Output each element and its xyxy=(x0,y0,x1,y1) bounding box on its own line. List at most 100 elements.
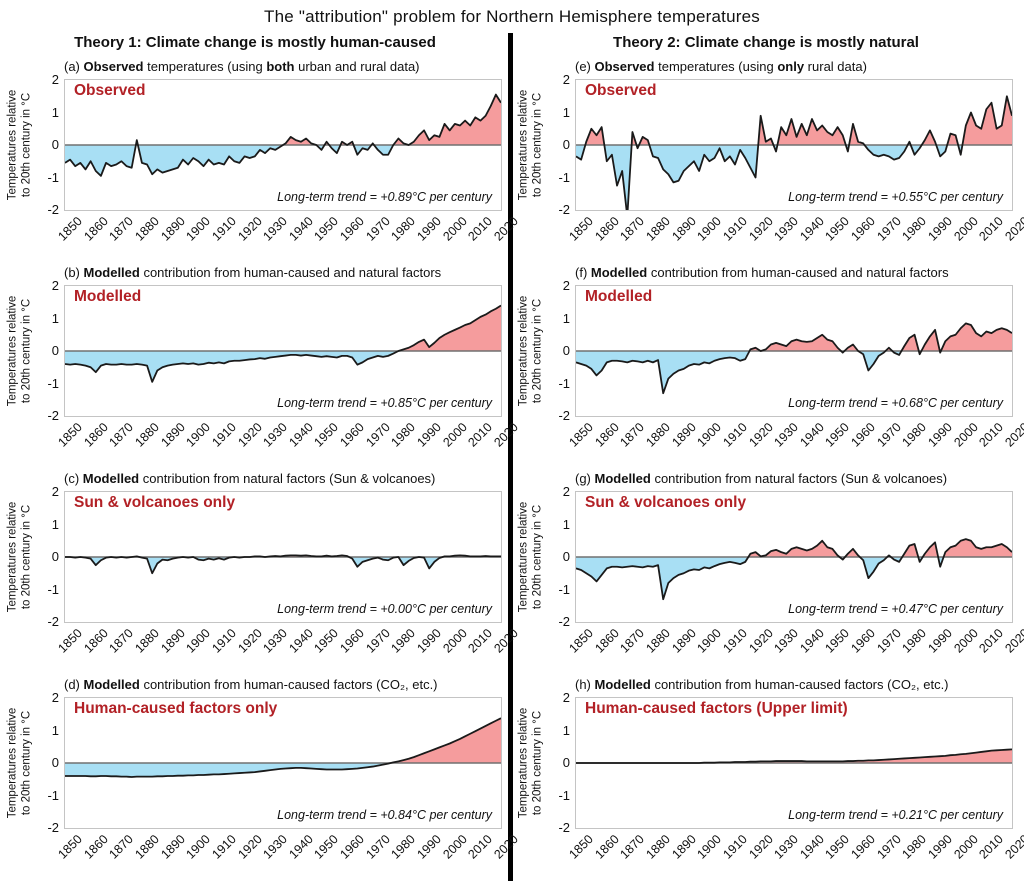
x-tick: 1880 xyxy=(643,626,673,656)
temperature-anomaly-chart xyxy=(64,79,502,211)
x-tick: 1990 xyxy=(414,832,444,862)
x-tick: 1960 xyxy=(337,214,368,244)
caption-text: contribution from natural factors (Sun &… xyxy=(139,471,436,486)
x-tick: 1850 xyxy=(55,214,85,244)
y-tick-labels: 2 1 0 -1 -2 xyxy=(549,72,575,217)
y-tick: -1 xyxy=(47,375,59,391)
y-tick: 0 xyxy=(51,137,59,152)
x-tick: 1930 xyxy=(260,626,291,656)
chart-plot-area: Observed Long-term trend = +0.55°C per c… xyxy=(575,79,1013,211)
trend-label: Long-term trend = +0.85°C per century xyxy=(277,396,492,410)
y-tick: 2 xyxy=(51,690,59,705)
x-tick: 1920 xyxy=(234,420,265,450)
x-tick: 1930 xyxy=(771,214,802,244)
caption-text: urban and rural data) xyxy=(294,59,420,74)
x-tick: 1860 xyxy=(591,626,622,656)
x-tick: 1960 xyxy=(848,626,879,656)
chart-plot-area: Observed Long-term trend = +0.89°C per c… xyxy=(64,79,502,211)
x-tick: 1890 xyxy=(157,832,188,862)
x-tick: 1890 xyxy=(668,832,699,862)
column-theory1: Theory 1: Climate change is mostly human… xyxy=(2,33,521,881)
x-tick: 1920 xyxy=(745,626,776,656)
caption-text: temperatures (using xyxy=(143,59,267,74)
caption-text: Modelled xyxy=(590,265,648,280)
caption-text: contribution from human-caused factors (… xyxy=(139,677,438,692)
y-tick: 0 xyxy=(562,343,570,358)
panel-f: (f) Modelled contribution from human-cau… xyxy=(513,263,1024,469)
columns-container: Theory 1: Climate change is mostly human… xyxy=(2,33,1024,881)
panel-g: (g) Modelled contribution from natural f… xyxy=(513,469,1024,675)
y-tick-labels: 2 1 0 -1 -2 xyxy=(38,484,64,629)
y-tick: 2 xyxy=(562,484,570,499)
x-tick: 1980 xyxy=(899,420,930,450)
y-tick: 2 xyxy=(51,72,59,87)
y-tick: -2 xyxy=(558,408,570,423)
x-tick: 1980 xyxy=(388,214,419,244)
panel-e: (e) Observed temperatures (using only ru… xyxy=(513,57,1024,263)
x-tick: 1960 xyxy=(337,626,368,656)
x-tick: 1950 xyxy=(822,420,853,450)
y-tick: 0 xyxy=(51,549,59,564)
temperature-anomaly-chart xyxy=(575,79,1013,211)
x-tick: 1910 xyxy=(720,832,750,862)
x-tick: 1870 xyxy=(617,626,648,656)
x-tick: 1980 xyxy=(899,832,930,862)
caption-text: (e) xyxy=(575,59,595,74)
x-tick: 1880 xyxy=(643,832,673,862)
caption-text: Observed xyxy=(83,59,144,74)
x-tick: 1990 xyxy=(925,420,955,450)
x-tick: 1990 xyxy=(925,214,955,244)
temperature-anomaly-chart xyxy=(64,697,502,829)
caption-text: Modelled xyxy=(82,471,140,486)
x-tick: 1950 xyxy=(311,832,342,862)
x-tick: 1900 xyxy=(183,832,214,862)
x-tick-labels: 1850 1860 1870 1880 1890 1900 1910 1920 1930 1940… xyxy=(55,417,521,469)
x-tick: 1980 xyxy=(899,626,930,656)
x-tick: 1990 xyxy=(414,626,444,656)
caption-text: (h) xyxy=(575,677,595,692)
x-tick: 1950 xyxy=(311,214,342,244)
x-tick: 1880 xyxy=(643,214,673,244)
panel-caption: (c) Modelled contribution from natural f… xyxy=(64,469,502,491)
x-tick: 1900 xyxy=(183,420,214,450)
x-tick: 1940 xyxy=(286,626,316,656)
y-tick: 1 xyxy=(51,310,59,326)
x-tick: 1930 xyxy=(260,420,291,450)
x-tick: 1870 xyxy=(106,214,137,244)
y-axis-label: Temperatures relative to 20th century in … xyxy=(6,501,33,613)
y-axis-label: Temperatures relative to 20th century in … xyxy=(6,295,33,407)
series-label: Human-caused factors (Upper limit) xyxy=(585,700,848,717)
x-tick: 2000 xyxy=(951,626,981,656)
x-tick: 1960 xyxy=(848,420,879,450)
y-tick: 0 xyxy=(51,343,59,358)
y-tick: -2 xyxy=(558,202,570,217)
caption-text: only xyxy=(777,59,805,74)
x-tick: 1950 xyxy=(822,832,853,862)
x-tick: 1920 xyxy=(745,420,776,450)
chart-plot-area: Sun & volcanoes only Long-term trend = +… xyxy=(575,491,1013,623)
y-tick: 0 xyxy=(562,755,570,770)
x-tick: 1970 xyxy=(874,626,904,656)
x-tick: 1900 xyxy=(694,420,725,450)
x-tick: 1960 xyxy=(848,832,879,862)
x-tick: 1900 xyxy=(183,626,214,656)
x-tick: 1920 xyxy=(745,832,776,862)
x-tick: 1850 xyxy=(55,832,85,862)
chart-plot-area: Sun & volcanoes only Long-term trend = +… xyxy=(64,491,502,623)
x-tick: 1910 xyxy=(720,420,750,450)
x-tick: 1890 xyxy=(157,420,188,450)
x-tick: 1980 xyxy=(388,626,419,656)
x-tick: 1930 xyxy=(771,626,802,656)
chart-plot-area: Modelled Long-term trend = +0.85°C per c… xyxy=(64,285,502,417)
x-tick: 1890 xyxy=(157,626,188,656)
caption-text: temperatures (using xyxy=(654,59,778,74)
x-tick: 1920 xyxy=(234,626,265,656)
panel-caption: (f) Modelled contribution from human-cau… xyxy=(575,263,1013,285)
x-tick: 1960 xyxy=(337,832,368,862)
x-tick: 1970 xyxy=(363,214,393,244)
panel-caption: (g) Modelled contribution from natural f… xyxy=(575,469,1013,491)
y-tick: 0 xyxy=(562,549,570,564)
y-tick: -2 xyxy=(558,614,570,629)
temperature-anomaly-chart xyxy=(64,491,502,623)
panel-caption: (a) Observed temperatures (using both ur… xyxy=(64,57,502,79)
